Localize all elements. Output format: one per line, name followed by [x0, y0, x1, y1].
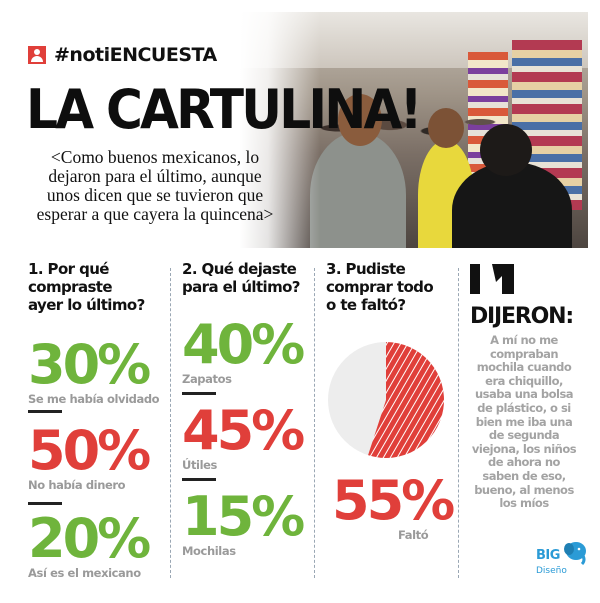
q1-answer-3: 20% Así es el mexicano — [28, 507, 151, 581]
hashtag: #notiENCUESTA — [54, 44, 217, 66]
q2-answer-2-label: Útiles — [182, 458, 217, 472]
question-2: 2. Qué dejaste para el último? — [182, 260, 301, 296]
q2-answer-3-label: Mochilas — [182, 544, 236, 558]
q2-answer-2: 45% Útiles — [182, 399, 305, 473]
q3-answer: 55% Faltó — [332, 469, 455, 543]
q3-percent: 55% — [332, 469, 455, 532]
divider-rule — [28, 410, 62, 413]
q2-answer-1-label: Zapatos — [182, 372, 232, 386]
question-2-column: 2. Qué dejaste para el último? 40% Zapat… — [182, 260, 312, 558]
q2-answer-1-percent: 40% — [182, 313, 305, 376]
hashtag-row: #notiENCUESTA — [28, 44, 217, 66]
q2-answer-3: 15% Mochilas — [182, 485, 305, 559]
column-divider — [314, 268, 315, 578]
big-diseno-logo: BIG Diseño — [536, 540, 592, 590]
page-title: LA CARTULINA! — [26, 78, 423, 141]
question-3: 3. Pudiste comprar todo o te faltó? — [326, 260, 434, 314]
user-icon — [28, 46, 46, 64]
q1-answer-1-percent: 30% — [28, 333, 151, 396]
divider-rule — [182, 392, 216, 395]
store-photo — [240, 12, 588, 248]
page-subtitle: <Como buenos mexicanos, lo dejaron para … — [36, 147, 274, 224]
q1-answer-2-percent: 50% — [28, 419, 151, 482]
quote-text: A mí no me compraban mochila cuando era … — [471, 333, 577, 511]
q2-answer-3-percent: 15% — [182, 485, 305, 548]
quote-icon — [470, 264, 514, 294]
q1-answer-2: 50% No había dinero — [28, 419, 151, 493]
column-divider — [170, 268, 171, 578]
question-1: 1. Por qué compraste ayer lo último? — [28, 260, 145, 314]
divider-rule — [28, 502, 62, 505]
header: #notiENCUESTA LA CARTULINA! <Como buenos… — [0, 0, 600, 248]
question-3-column: 3. Pudiste comprar todo o te faltó? 55% … — [326, 260, 456, 542]
q2-answer-1: 40% Zapatos — [182, 313, 305, 387]
q2-answer-2-percent: 45% — [182, 399, 305, 462]
pie-slice-faltó — [368, 342, 444, 458]
logo-text: BIG — [536, 548, 560, 563]
quote-heading: DIJERON: — [470, 304, 574, 329]
logo-subtext: Diseño — [536, 566, 567, 576]
faltó-pie-chart — [328, 342, 444, 458]
divider-rule — [182, 478, 216, 481]
q3-label: Faltó — [397, 528, 429, 542]
column-divider — [458, 268, 459, 578]
elephant-icon — [564, 542, 586, 566]
q1-answer-3-label: Así es el mexicano — [28, 566, 141, 580]
q1-answer-3-percent: 20% — [28, 507, 151, 570]
q1-answer-2-label: No había dinero — [28, 478, 126, 492]
q1-answer-1: 30% Se me había olvidado — [28, 333, 160, 407]
question-1-column: 1. Por qué compraste ayer lo último? 30%… — [28, 260, 168, 580]
q1-answer-1-label: Se me había olvidado — [28, 392, 160, 406]
